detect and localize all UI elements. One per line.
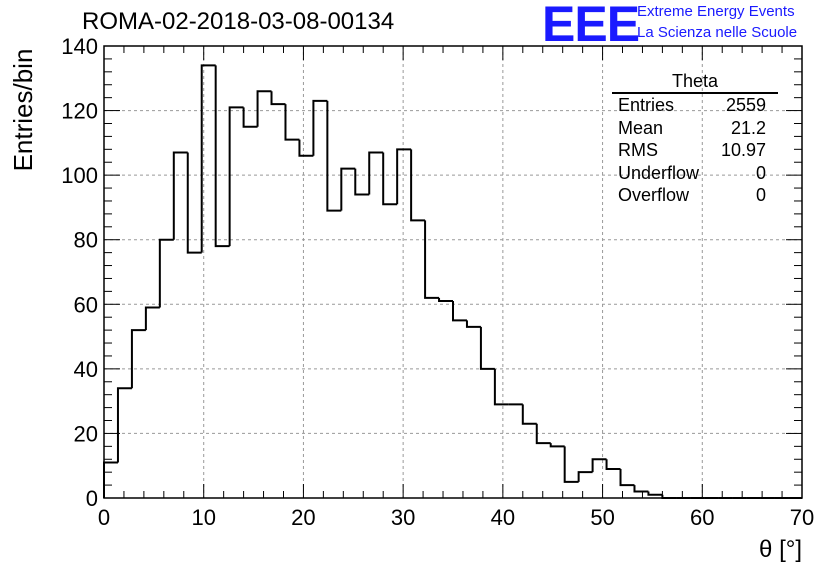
logo-subtitle-line1: Extreme Energy Events bbox=[637, 3, 795, 20]
axes bbox=[103, 45, 803, 499]
stats-value: 10.97 bbox=[720, 140, 766, 160]
histogram-bin bbox=[465, 320, 481, 328]
x-tick-label: 60 bbox=[690, 505, 714, 530]
histogram-bin bbox=[340, 167, 356, 211]
stats-row-underflow: Underflow 0 bbox=[610, 162, 776, 185]
histogram-bin bbox=[619, 468, 635, 487]
tick-labels: 0 10 20 30 40 50 60 70 0 20 40 60 80 100 120 140 bbox=[61, 34, 814, 530]
histogram-bin bbox=[116, 387, 132, 463]
x-tick-label: 0 bbox=[98, 505, 110, 530]
stats-box: Theta Entries 2559 Mean 21.2 RMS 10.97 U… bbox=[610, 70, 778, 207]
histogram-bin bbox=[228, 106, 244, 247]
histogram-bin bbox=[479, 326, 495, 370]
histogram-bin bbox=[563, 446, 579, 483]
histogram-bin bbox=[186, 152, 202, 254]
histogram-bin bbox=[298, 139, 314, 157]
stats-value: 0 bbox=[755, 185, 766, 205]
histogram-bin bbox=[535, 423, 551, 445]
histogram-bin bbox=[158, 238, 174, 308]
histogram-bin bbox=[549, 443, 565, 448]
plot-frame bbox=[103, 45, 803, 499]
histogram-bin bbox=[410, 149, 426, 222]
histogram-bin bbox=[424, 220, 440, 299]
histogram-bin bbox=[647, 491, 663, 496]
histogram-bin bbox=[438, 297, 453, 303]
histogram-bin bbox=[521, 404, 537, 425]
y-tick-label: 100 bbox=[61, 163, 98, 188]
histogram-bin bbox=[284, 104, 300, 141]
x-axis-label: θ [°] bbox=[759, 536, 802, 563]
histogram-bin bbox=[242, 107, 258, 128]
stats-row-mean: Mean 21.2 bbox=[610, 117, 776, 140]
histogram-bin bbox=[354, 168, 370, 196]
histogram-bin bbox=[200, 64, 216, 253]
histogram-bin bbox=[396, 148, 412, 205]
stats-label: RMS bbox=[618, 140, 658, 160]
histogram-bin bbox=[382, 152, 398, 206]
stats-label: Mean bbox=[618, 117, 664, 138]
y-tick-label: 0 bbox=[86, 486, 98, 511]
histogram-bin bbox=[270, 91, 286, 106]
histogram-bin bbox=[493, 368, 509, 406]
x-tick-label: 10 bbox=[191, 505, 215, 530]
y-tick-label: 80 bbox=[74, 228, 98, 253]
y-tick-label: 60 bbox=[74, 292, 98, 317]
y-tick-label: 40 bbox=[74, 357, 98, 382]
histogram-bin bbox=[103, 461, 118, 498]
stats-value: 0 bbox=[755, 162, 766, 183]
histogram-bin bbox=[172, 151, 188, 240]
chart-title: ROMA-02-2018-03-08-00134 bbox=[82, 8, 395, 35]
y-tick-label: 120 bbox=[61, 99, 98, 124]
stats-label: Entries bbox=[618, 95, 675, 115]
histogram-series bbox=[103, 64, 802, 499]
y-axis-label: Entries/bin bbox=[8, 49, 38, 172]
logo-subtitle-line2: La Scienza nelle Scuole bbox=[637, 24, 798, 41]
histogram-bin bbox=[591, 458, 607, 473]
stats-label: Overflow bbox=[618, 185, 690, 205]
x-tick-label: 40 bbox=[491, 505, 515, 530]
histogram-bin bbox=[326, 100, 342, 212]
stats-title: Theta bbox=[612, 70, 778, 94]
stats-value: 2559 bbox=[725, 95, 766, 115]
histogram-bin bbox=[130, 329, 146, 389]
stats-row-overflow: Overflow 0 bbox=[610, 184, 776, 207]
histogram-bin bbox=[633, 485, 649, 493]
histogram-bin bbox=[368, 151, 384, 195]
histogram-bin bbox=[605, 459, 621, 470]
axis-ticks bbox=[103, 45, 803, 499]
x-tick-label: 20 bbox=[291, 505, 315, 530]
stats-row-rms: RMS 10.97 bbox=[610, 139, 776, 162]
histogram-bin bbox=[452, 301, 467, 322]
eee-logo: EEE bbox=[542, 0, 640, 52]
stats-value: 21.2 bbox=[730, 117, 766, 138]
stats-label: Underflow bbox=[618, 162, 700, 183]
histogram-bin bbox=[256, 90, 272, 127]
x-tick-label: 70 bbox=[790, 505, 814, 530]
y-tick-label: 140 bbox=[61, 34, 98, 59]
histogram-bin bbox=[214, 65, 230, 248]
histogram-bin bbox=[312, 99, 328, 156]
x-tick-label: 30 bbox=[391, 505, 415, 530]
x-tick-label: 50 bbox=[590, 505, 614, 530]
histogram-bin bbox=[144, 306, 160, 331]
y-tick-label: 20 bbox=[74, 421, 98, 446]
histogram-bin bbox=[577, 471, 593, 482]
stats-row-entries: Entries 2559 bbox=[610, 94, 776, 117]
